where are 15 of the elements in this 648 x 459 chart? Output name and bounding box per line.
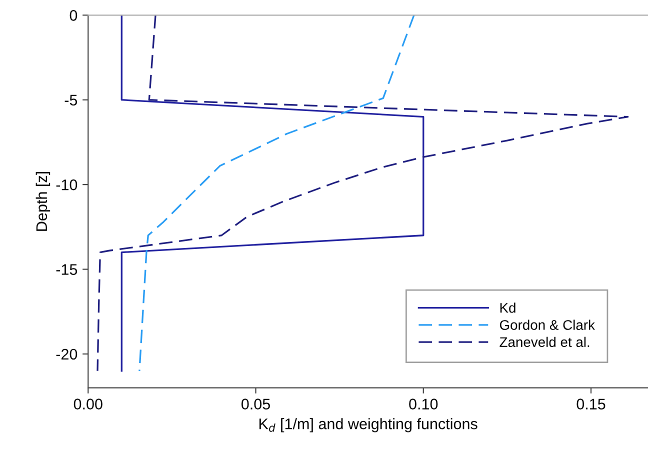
y-tick-label: 0 (70, 10, 78, 21)
legend-label: Kd (500, 302, 516, 313)
line-series (96, 15, 629, 372)
y-axis-title: Depth [z] (36, 172, 50, 231)
x-tick-label: 0.05 (241, 398, 270, 410)
y-tick-label: -10 (56, 179, 78, 190)
x-tick-label: 0.00 (74, 398, 102, 410)
y-tick-label: -5 (64, 94, 78, 106)
x-axis-title: K$_{d}$ [1/m] and weighting functions (259, 418, 478, 432)
y-tick-label: -20 (56, 348, 78, 360)
x-tick-label: 0.10 (409, 398, 438, 410)
legend-label: Zaneveld et al. (500, 336, 590, 348)
legend-label: Gordon & Clark (500, 320, 595, 330)
x-tick-label: 0.15 (576, 398, 606, 410)
y-tick-label: -15 (56, 264, 78, 275)
